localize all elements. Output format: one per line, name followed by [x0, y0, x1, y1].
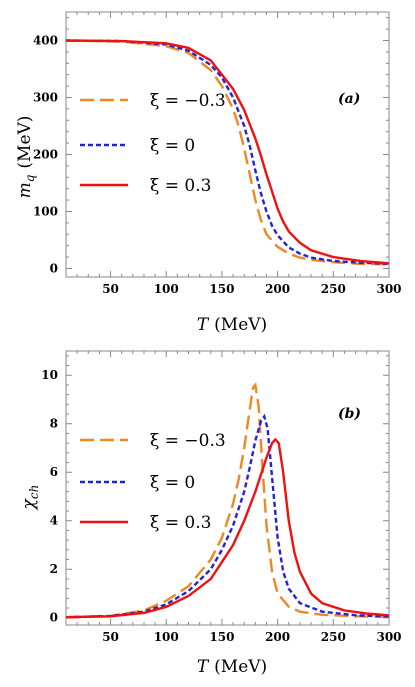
series-line-2 — [66, 39, 389, 265]
legend-label-0: ξ = −0.3 — [150, 431, 226, 451]
y-tick-label: 4 — [50, 514, 58, 528]
legend-label-0: ξ = −0.3 — [150, 91, 226, 111]
x-tick-label: 200 — [265, 630, 290, 644]
y-tick-label: 0 — [50, 611, 58, 625]
panel-a-plot-area: 50 100 150 200 250 300 0 100 200 300 400 ξ = −0.3 ξ … — [33, 11, 402, 296]
plot-frame — [65, 11, 390, 278]
panel-b-plot-area: 50 100 150 200 250 300 0 2 4 6 8 10 ξ = −0.3 ξ = 0 ξ =… — [41, 350, 402, 644]
panel-a-x-axis-label: T (MeV) — [197, 315, 267, 335]
panel-b-tag: (b) — [338, 406, 361, 422]
panel-a-mass-chart: 50 100 150 200 250 300 0 100 200 300 400 ξ = −0.3 ξ … — [15, 11, 402, 335]
x-tick-label: 50 — [102, 630, 119, 644]
y-tick-label: 2 — [50, 562, 58, 576]
x-tick-label: 200 — [265, 282, 290, 296]
x-tick-label: 50 — [102, 282, 119, 296]
y-tick-label: 100 — [33, 204, 58, 218]
x-tick-label: 100 — [154, 630, 179, 644]
panel-b-y-axis-label: χch — [19, 485, 41, 511]
x-tick-label: 300 — [376, 282, 401, 296]
y-tick-label: 300 — [33, 90, 58, 104]
panel-b-x-axis-label: T (MeV) — [197, 657, 267, 677]
series-line-1 — [66, 39, 389, 266]
panel-a-y-axis-label: mq(MeV) — [15, 116, 37, 199]
series-line-2 — [66, 437, 389, 619]
x-tick-label: 100 — [154, 282, 179, 296]
y-tick-label: 10 — [41, 368, 58, 382]
legend-label-2: ξ = 0.3 — [150, 513, 211, 533]
y-tick-label: 0 — [50, 261, 58, 275]
plot-frame — [65, 350, 390, 626]
series-line-0 — [66, 382, 389, 619]
legend-label-2: ξ = 0.3 — [150, 176, 211, 196]
panel-a-tag: (a) — [338, 91, 360, 107]
y-tick-label: 6 — [50, 465, 58, 479]
y-tick-label: 400 — [33, 33, 58, 47]
y-tick-label: 8 — [50, 417, 58, 431]
x-tick-label: 300 — [376, 630, 401, 644]
x-tick-label: 150 — [209, 282, 234, 296]
y-tick-label: 200 — [33, 147, 58, 161]
x-tick-label: 150 — [209, 630, 234, 644]
x-tick-label: 250 — [321, 630, 346, 644]
x-tick-label: 250 — [321, 282, 346, 296]
panel-b-susceptibility-chart: 50 100 150 200 250 300 0 2 4 6 8 10 ξ = −0.3 ξ = 0 ξ =… — [19, 350, 402, 677]
legend-label-1: ξ = 0 — [150, 136, 195, 156]
series-line-1 — [66, 413, 389, 619]
legend-label-1: ξ = 0 — [150, 473, 195, 493]
series-line-0 — [66, 39, 389, 266]
